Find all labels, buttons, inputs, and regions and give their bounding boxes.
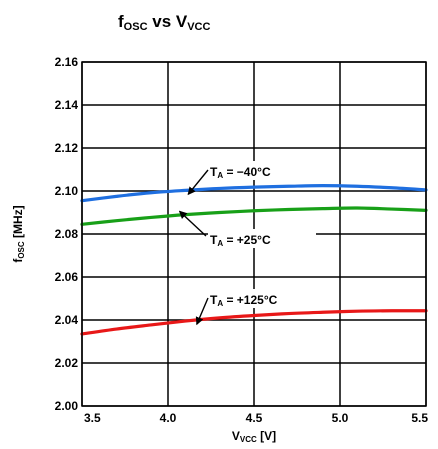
- series-line-1: [80, 206, 428, 226]
- x-axis-label: VVCC [V]: [232, 429, 276, 444]
- y-tick-label: 2.14: [55, 98, 79, 112]
- y-tick-label: 2.06: [55, 270, 79, 284]
- y-tick-label: 2.08: [55, 227, 79, 241]
- annotation-label: TA = −40°C: [210, 165, 271, 180]
- y-tick-label: 2.16: [55, 55, 79, 69]
- series-group: [80, 184, 428, 336]
- annotation-label: TA = +25°C: [210, 233, 271, 248]
- title-v-sub: VCC: [187, 21, 210, 33]
- x-tick-label: 3.5: [84, 411, 101, 425]
- annotation-arrow: [178, 210, 207, 237]
- x-tick-labels: 3.5 4.0 4.5 5.0 5.5: [84, 411, 428, 425]
- y-tick-label: 2.00: [55, 399, 79, 413]
- annotation-bg: [208, 229, 316, 248]
- series-line-0: [80, 184, 428, 203]
- title-f-sub: OSC: [124, 21, 148, 33]
- y-tick-labels: 2.00 2.02 2.04 2.06 2.08 2.10 2.12 2.14 2.16: [55, 55, 79, 413]
- plot-frame: [81, 61, 427, 407]
- x-tick-label: 5.0: [332, 411, 349, 425]
- series-line-2: [80, 309, 428, 336]
- x-tick-label: 5.5: [411, 411, 428, 425]
- annotation-arrow: [187, 169, 209, 196]
- chart-title: fOSC vs VVCC: [118, 12, 210, 33]
- title-vs: vs V: [148, 12, 188, 31]
- annotation-arrow: [195, 297, 209, 326]
- annotation-label: TA = +125°C: [210, 293, 278, 308]
- y-tick-label: 2.12: [55, 141, 79, 155]
- y-tick-label: 2.02: [55, 356, 79, 370]
- x-tick-label: 4.5: [246, 411, 263, 425]
- annotation-bg: [208, 161, 316, 180]
- y-axis-label: fOSC [MHz]: [11, 205, 26, 262]
- title-f: f: [118, 12, 124, 31]
- x-tick-label: 4.0: [160, 411, 177, 425]
- annotations-group: TA = −40°C TA = +25°C TA = +125°C: [178, 161, 326, 326]
- y-tick-label: 2.10: [55, 184, 79, 198]
- annotation-bg: [208, 289, 326, 308]
- y-tick-label: 2.04: [55, 313, 79, 327]
